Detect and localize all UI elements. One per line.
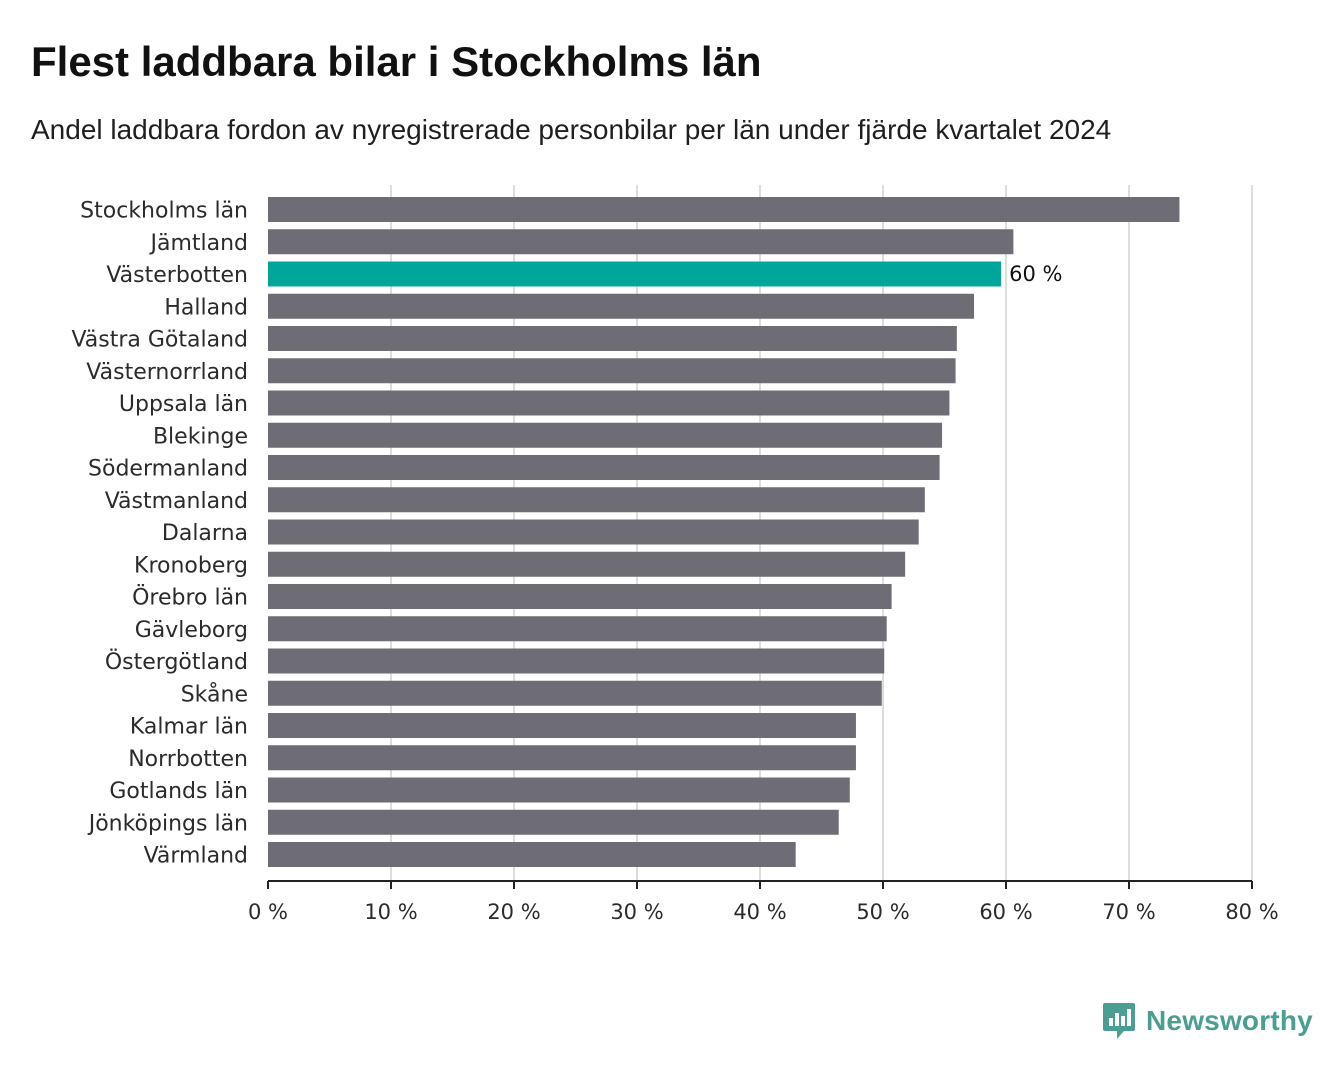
category-label: Västra Götaland	[71, 328, 248, 353]
category-label: Östergötland	[105, 649, 248, 675]
bar	[268, 487, 925, 513]
category-label: Västernorrland	[86, 360, 248, 385]
category-labels: Stockholms län Jämtland Västerbotten Hallan…	[71, 199, 248, 869]
category-label: Skåne	[181, 681, 248, 707]
category-label: Västmanland	[105, 489, 248, 514]
x-tick-label: 20 %	[487, 900, 540, 924]
category-label: Gävleborg	[135, 618, 248, 643]
bar	[268, 422, 943, 448]
category-label: Jönköpings län	[87, 811, 248, 836]
category-label: Örebro län	[132, 585, 248, 611]
category-label: Dalarna	[162, 521, 248, 546]
x-tick-label: 10 %	[364, 900, 417, 924]
bars	[268, 197, 1180, 867]
x-tick-label: 0 %	[248, 900, 288, 924]
bar	[268, 680, 882, 706]
category-label: Gotlands län	[109, 779, 248, 804]
bar	[268, 745, 856, 771]
chart-title: Flest laddbara bilar i Stockholms län	[31, 38, 762, 85]
x-axis: 0 % 10 % 20 % 30 % 40 % 50 % 60 % 70 % 80 %	[248, 880, 1279, 924]
bar	[268, 648, 885, 674]
category-label: Norrbotten	[128, 747, 248, 772]
bar	[268, 519, 919, 545]
category-label: Uppsala län	[119, 392, 248, 417]
bar	[268, 390, 950, 416]
value-labels: 60 %	[1009, 262, 1062, 286]
bar	[268, 584, 892, 609]
bar	[268, 777, 850, 803]
x-tick-label: 30 %	[610, 900, 663, 924]
brand-logo: Newsworthy	[1102, 1001, 1313, 1041]
bar	[268, 197, 1180, 222]
category-label: Halland	[164, 295, 248, 320]
bar	[268, 358, 956, 384]
highlight-value-label: 60 %	[1009, 262, 1062, 286]
category-label: Värmland	[144, 844, 248, 869]
x-tick-label: 50 %	[856, 900, 909, 924]
brand-name: Newsworthy	[1146, 1005, 1313, 1036]
bar	[268, 842, 796, 867]
bar	[268, 293, 975, 319]
x-tick-label: 80 %	[1225, 900, 1278, 924]
bar	[268, 616, 887, 642]
chart-subtitle: Andel laddbara fordon av nyregistrerade …	[31, 114, 1112, 145]
x-tick-label: 60 %	[979, 900, 1032, 924]
category-label: Södermanland	[88, 457, 248, 482]
bar	[268, 229, 1014, 255]
bar	[268, 326, 957, 351]
bar	[268, 809, 839, 835]
bar-highlighted	[268, 261, 1002, 287]
bar	[268, 551, 906, 577]
x-tick-label: 40 %	[733, 900, 786, 924]
category-label: Kronoberg	[134, 553, 248, 578]
category-label: Blekinge	[153, 424, 248, 449]
category-label: Stockholms län	[80, 199, 248, 224]
x-tick-label: 70 %	[1102, 900, 1155, 924]
category-label: Västerbotten	[106, 263, 248, 288]
category-label: Jämtland	[148, 231, 248, 256]
newsworthy-logo-icon	[1103, 1003, 1135, 1039]
category-label: Kalmar län	[130, 715, 248, 740]
bar	[268, 713, 856, 738]
bar	[268, 455, 940, 480]
